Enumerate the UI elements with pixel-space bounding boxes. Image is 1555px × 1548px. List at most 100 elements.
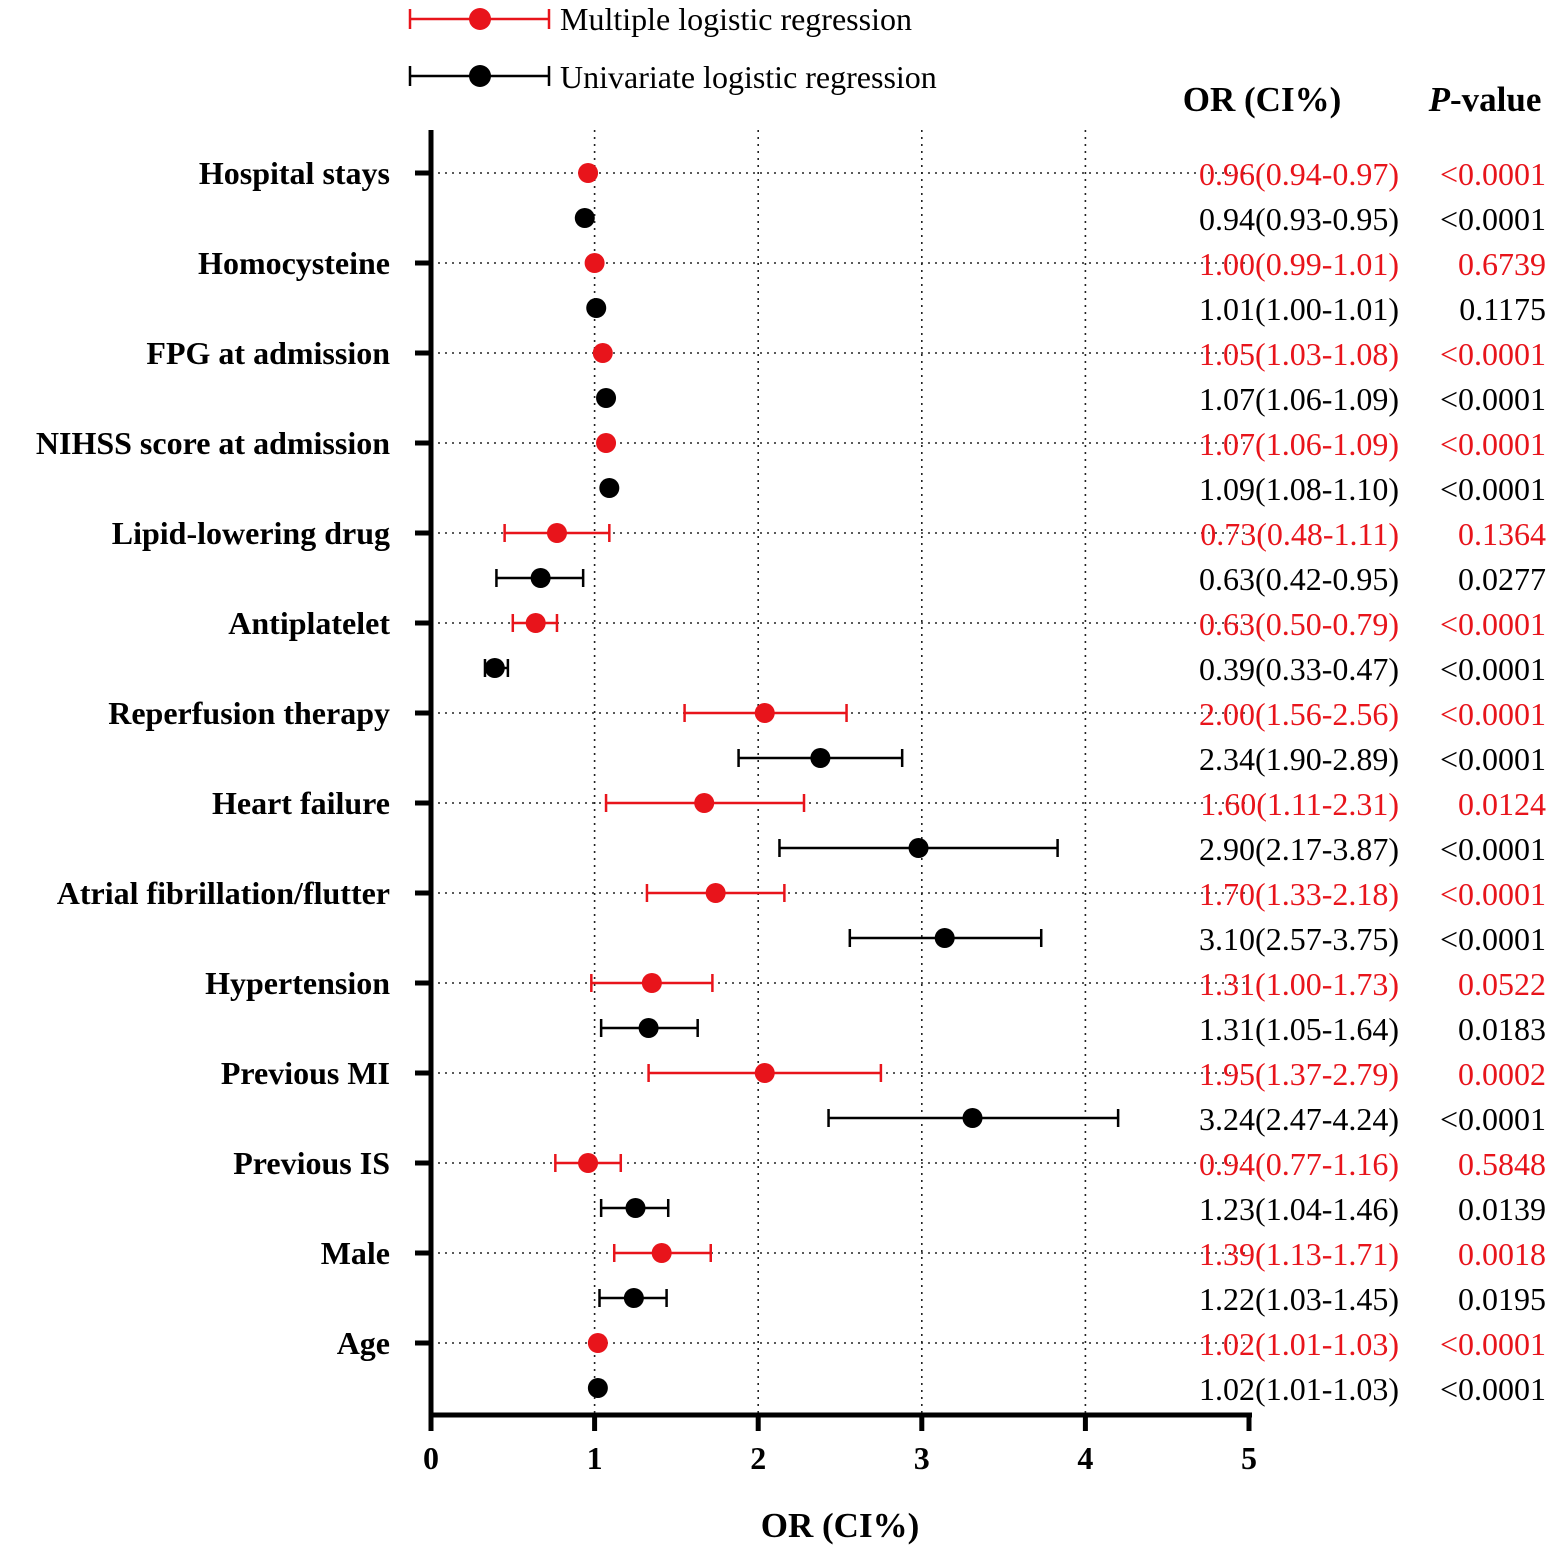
p-value-univariate-hypertension: 0.0183 — [1458, 1011, 1546, 1047]
p-value-multiple-fpg-at-admission: <0.0001 — [1440, 336, 1546, 372]
or-point-univariate-male — [623, 1288, 644, 1308]
row-label-reperfusion-therapy: Reperfusion therapy — [108, 695, 390, 731]
or-point-multiple-age — [587, 1333, 608, 1353]
or-ci-values: 0.96(0.94-0.97) 0.94(0.93-0.95) 1.00(0.99-… — [1199, 156, 1399, 1407]
or-ci-multiple-antiplatelet: 0.63(0.50-0.79) — [1199, 606, 1399, 642]
or-ci-univariate-nihss-score-at-admission: 1.09(1.08-1.10) — [1199, 471, 1399, 507]
variable-labels: Hospital stays Homocysteine FPG at admissi… — [36, 155, 390, 1361]
row-label-antiplatelet: Antiplatelet — [228, 605, 390, 641]
or-ci-multiple-male: 1.39(1.13-1.71) — [1199, 1236, 1399, 1272]
or-ci-multiple-heart-failure: 1.60(1.11-2.31) — [1200, 786, 1399, 822]
or-ci-multiple-nihss-score-at-admission: 1.07(1.06-1.09) — [1199, 426, 1399, 462]
p-value-multiple-lipid-lowering-drug: 0.1364 — [1458, 516, 1546, 552]
or-ci-multiple-previous-is: 0.94(0.77-1.16) — [1199, 1146, 1399, 1182]
p-value-univariate-hospital-stays: <0.0001 — [1440, 201, 1546, 237]
legend-entry-multiple: Multiple logistic regression — [408, 1, 912, 37]
or-ci-multiple-homocysteine: 1.00(0.99-1.01) — [1199, 246, 1399, 282]
or-ci-multiple-previous-mi: 1.95(1.37-2.79) — [1199, 1056, 1399, 1092]
or-point-multiple-lipid-lowering-drug — [546, 523, 567, 543]
or-ci-univariate-heart-failure: 2.90(2.17-3.87) — [1199, 831, 1399, 867]
legend-label-univariate: Univariate logistic regression — [560, 59, 937, 95]
or-ci-univariate-previous-mi: 3.24(2.47-4.24) — [1199, 1101, 1399, 1137]
or-point-univariate-lipid-lowering-drug — [530, 568, 551, 588]
x-tick-label-5: 5 — [1241, 1440, 1257, 1476]
row-label-nihss-score-at-admission: NIHSS score at admission — [36, 425, 390, 461]
or-point-univariate-hospital-stays — [574, 208, 595, 228]
row-label-atrial-fibrillation-flutter: Atrial fibrillation/flutter — [57, 875, 390, 911]
or-point-multiple-male — [651, 1243, 672, 1263]
or-ci-univariate-fpg-at-admission: 1.07(1.06-1.09) — [1199, 381, 1399, 417]
or-ci-multiple-hospital-stays: 0.96(0.94-0.97) — [1199, 156, 1399, 192]
legend-label-multiple: Multiple logistic regression — [560, 1, 912, 37]
or-ci-univariate-homocysteine: 1.01(1.00-1.01) — [1199, 291, 1399, 327]
or-ci-multiple-lipid-lowering-drug: 0.73(0.48-1.11) — [1200, 516, 1399, 552]
or-ci-univariate-reperfusion-therapy: 2.34(1.90-2.89) — [1199, 741, 1399, 777]
legend: Multiple logistic regression Univariate … — [408, 1, 937, 95]
vertical-gridlines — [593, 130, 1087, 1415]
or-point-multiple-atrial-fibrillation-flutter — [705, 883, 726, 903]
or-column-header: OR (CI%) — [1183, 80, 1341, 119]
or-ci-univariate-antiplatelet: 0.39(0.33-0.47) — [1199, 651, 1399, 687]
or-point-univariate-age — [587, 1378, 608, 1398]
row-label-homocysteine: Homocysteine — [198, 245, 390, 281]
p-value-univariate-homocysteine: 0.1175 — [1459, 291, 1546, 327]
p-value-multiple-age: <0.0001 — [1440, 1326, 1546, 1362]
or-ci-univariate-male: 1.22(1.03-1.45) — [1199, 1281, 1399, 1317]
legend-entry-univariate: Univariate logistic regression — [408, 59, 937, 95]
x-tick-label-2: 2 — [750, 1440, 766, 1476]
p-value-multiple-previous-is: 0.5848 — [1458, 1146, 1546, 1182]
or-ci-univariate-lipid-lowering-drug: 0.63(0.42-0.95) — [1199, 561, 1399, 597]
p-value-univariate-atrial-fibrillation-flutter: <0.0001 — [1440, 921, 1546, 957]
row-label-male: Male — [321, 1235, 390, 1271]
or-ci-univariate-hospital-stays: 0.94(0.93-0.95) — [1199, 201, 1399, 237]
y-axis-ticks — [415, 170, 431, 1346]
x-tick-label-1: 1 — [587, 1440, 603, 1476]
p-value-multiple-hospital-stays: <0.0001 — [1440, 156, 1546, 192]
p-value-multiple-hypertension: 0.0522 — [1458, 966, 1546, 1002]
or-point-univariate-atrial-fibrillation-flutter — [934, 928, 955, 948]
p-value-multiple-homocysteine: 0.6739 — [1458, 246, 1546, 282]
or-point-univariate-antiplatelet — [484, 658, 505, 678]
or-point-univariate-reperfusion-therapy — [810, 748, 831, 768]
p-value-univariate-fpg-at-admission: <0.0001 — [1440, 381, 1546, 417]
or-ci-multiple-fpg-at-admission: 1.05(1.03-1.08) — [1199, 336, 1399, 372]
or-ci-multiple-hypertension: 1.31(1.00-1.73) — [1199, 966, 1399, 1002]
row-label-age: Age — [337, 1325, 390, 1361]
p-value-column-header: P-value — [1428, 80, 1542, 119]
or-point-univariate-fpg-at-admission — [596, 388, 617, 408]
p-value-univariate-heart-failure: <0.0001 — [1440, 831, 1546, 867]
x-axis-ticks — [428, 1415, 1252, 1431]
or-point-univariate-previous-is — [625, 1198, 646, 1218]
or-ci-univariate-previous-is: 1.23(1.04-1.46) — [1199, 1191, 1399, 1227]
or-point-multiple-reperfusion-therapy — [754, 703, 775, 723]
p-value-multiple-heart-failure: 0.0124 — [1458, 786, 1546, 822]
or-point-univariate-homocysteine — [586, 298, 607, 318]
or-point-multiple-hospital-stays — [578, 163, 599, 183]
p-value-univariate-previous-mi: <0.0001 — [1440, 1101, 1546, 1137]
or-point-multiple-hypertension — [641, 973, 662, 993]
or-point-univariate-previous-mi — [962, 1108, 983, 1128]
row-label-previous-is: Previous IS — [233, 1145, 390, 1181]
x-axis-tick-labels: 0 1 2 3 4 5 — [423, 1440, 1257, 1476]
p-value-univariate-antiplatelet: <0.0001 — [1440, 651, 1546, 687]
p-value-univariate-reperfusion-therapy: <0.0001 — [1440, 741, 1546, 777]
or-ci-multiple-age: 1.02(1.01-1.03) — [1199, 1326, 1399, 1362]
or-point-multiple-previous-is — [578, 1153, 599, 1173]
p-value-multiple-male: 0.0018 — [1458, 1236, 1546, 1272]
p-value-univariate-lipid-lowering-drug: 0.0277 — [1458, 561, 1546, 597]
or-point-univariate-nihss-score-at-admission — [599, 478, 620, 498]
or-ci-univariate-atrial-fibrillation-flutter: 3.10(2.57-3.75) — [1199, 921, 1399, 957]
row-label-hypertension: Hypertension — [205, 965, 390, 1001]
or-point-multiple-homocysteine — [584, 253, 605, 273]
p-value-multiple-atrial-fibrillation-flutter: <0.0001 — [1440, 876, 1546, 912]
or-ci-univariate-hypertension: 1.31(1.05-1.64) — [1199, 1011, 1399, 1047]
or-ci-multiple-atrial-fibrillation-flutter: 1.70(1.33-2.18) — [1199, 876, 1399, 912]
p-value-multiple-antiplatelet: <0.0001 — [1440, 606, 1546, 642]
x-tick-label-3: 3 — [914, 1440, 930, 1476]
or-markers — [483, 163, 1120, 1398]
p-value-univariate-nihss-score-at-admission: <0.0001 — [1440, 471, 1546, 507]
or-point-multiple-fpg-at-admission — [592, 343, 613, 363]
or-ci-univariate-age: 1.02(1.01-1.03) — [1199, 1371, 1399, 1407]
or-ci-multiple-reperfusion-therapy: 2.00(1.56-2.56) — [1199, 696, 1399, 732]
